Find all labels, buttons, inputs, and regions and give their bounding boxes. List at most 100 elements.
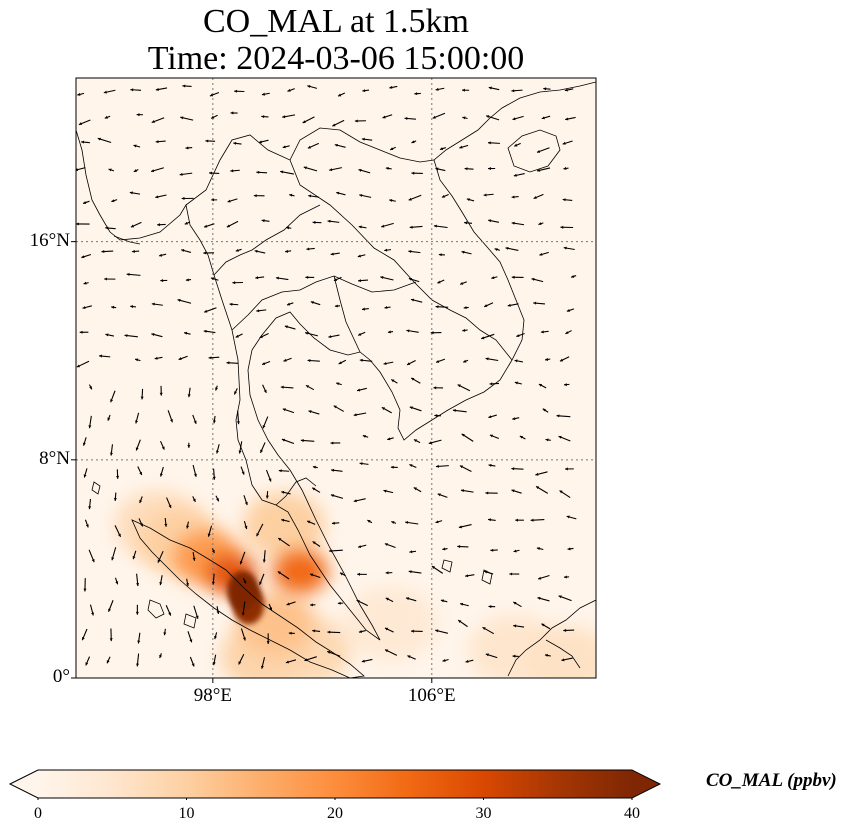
wind-vector (465, 659, 474, 663)
wind-vector (165, 605, 172, 616)
wind-vector (459, 281, 467, 285)
wind-vector (130, 305, 136, 309)
wind-vector (407, 655, 416, 660)
wind-vector (511, 467, 524, 471)
wind-vector (233, 141, 242, 145)
wind-vector (460, 489, 474, 493)
wind-vector (558, 595, 572, 602)
wind-vector (513, 549, 520, 553)
wind-vector (242, 577, 247, 584)
wind-vector (281, 518, 290, 523)
wind-vector (538, 222, 544, 226)
wind-vector (536, 547, 544, 551)
wind-vector (562, 198, 573, 202)
colorbar-tick-label: 0 (34, 805, 42, 822)
wind-vector (114, 577, 119, 585)
wind-vector (530, 518, 545, 522)
wind-vector (235, 333, 243, 338)
wind-vector (353, 412, 367, 417)
wind-vector (459, 465, 472, 472)
wind-vector (333, 405, 344, 412)
wind-vector (81, 140, 90, 144)
colorbar-extend-max (632, 770, 660, 798)
wind-vector (235, 248, 242, 252)
wind-vector (210, 114, 218, 119)
wind-vector (277, 570, 290, 580)
wind-vector (280, 385, 294, 389)
wind-vector (104, 277, 116, 281)
wind-vector (179, 172, 193, 176)
wind-vector (204, 307, 217, 313)
wind-vector (335, 382, 342, 386)
wind-vector (108, 600, 114, 612)
lon-label: 98°E (193, 685, 232, 706)
wind-vector (330, 252, 340, 256)
wind-vector (261, 92, 270, 96)
wind-vector (205, 139, 216, 143)
wind-vector (408, 277, 420, 283)
wind-vector (459, 144, 469, 149)
wind-vector (332, 119, 345, 127)
wind-vector (187, 631, 193, 643)
wind-vector (281, 438, 295, 445)
wind-vector (135, 439, 141, 451)
wind-vector (159, 440, 165, 450)
colorbar-tick-label: 20 (327, 805, 343, 822)
wind-vector (327, 630, 341, 634)
wind-vector (243, 495, 248, 506)
wind-vector (113, 492, 117, 501)
wind-vector (356, 599, 368, 607)
wind-vector (440, 599, 448, 603)
wind-vector (535, 471, 548, 476)
wind-vector (166, 497, 172, 509)
wind-vector (261, 361, 271, 365)
wind-vector (434, 414, 442, 418)
wind-vector (488, 86, 500, 91)
wind-vector (328, 334, 340, 339)
wind-vector (385, 166, 392, 170)
wind-vector (233, 388, 238, 395)
wind-vector (192, 496, 196, 503)
wind-vector (494, 248, 500, 252)
wind-vector (514, 381, 522, 385)
wind-vector (485, 115, 500, 121)
wind-vector (544, 653, 551, 657)
wind-vector (337, 92, 346, 97)
wind-vector (542, 408, 549, 413)
wind-vector (203, 251, 215, 255)
wind-vector (361, 307, 369, 311)
wind-vector (465, 574, 475, 578)
wind-vector (305, 384, 315, 391)
wind-vector (488, 463, 496, 467)
wind-vector (361, 658, 373, 663)
wind-vector (488, 605, 496, 609)
wind-vector (89, 604, 95, 616)
co-hotspot-2 (524, 625, 596, 678)
wind-vector (109, 444, 114, 456)
wind-vector (337, 601, 344, 605)
wind-vector (507, 303, 519, 307)
wind-vector (567, 547, 574, 551)
wind-vector (541, 115, 551, 120)
wind-vector (485, 357, 499, 362)
wind-vector (566, 515, 577, 520)
wind-vector (516, 332, 525, 337)
wind-vector (462, 328, 468, 332)
wind-vector (357, 254, 366, 258)
wind-vector (288, 631, 295, 635)
wind-vector (82, 305, 93, 310)
wind-vector (84, 519, 89, 528)
wind-vector (483, 302, 494, 308)
wind-vector (384, 627, 394, 633)
wind-vector (238, 653, 245, 665)
wind-vector (177, 298, 192, 304)
wind-vector (243, 520, 248, 530)
wind-vector (133, 144, 141, 148)
wind-vector (286, 226, 292, 230)
wind-vector (285, 659, 297, 664)
lat-label: 8°N (39, 447, 70, 469)
wind-vector (203, 329, 216, 334)
wind-vector (414, 92, 421, 96)
wind-vector (135, 604, 139, 615)
wind-vector (203, 223, 215, 228)
